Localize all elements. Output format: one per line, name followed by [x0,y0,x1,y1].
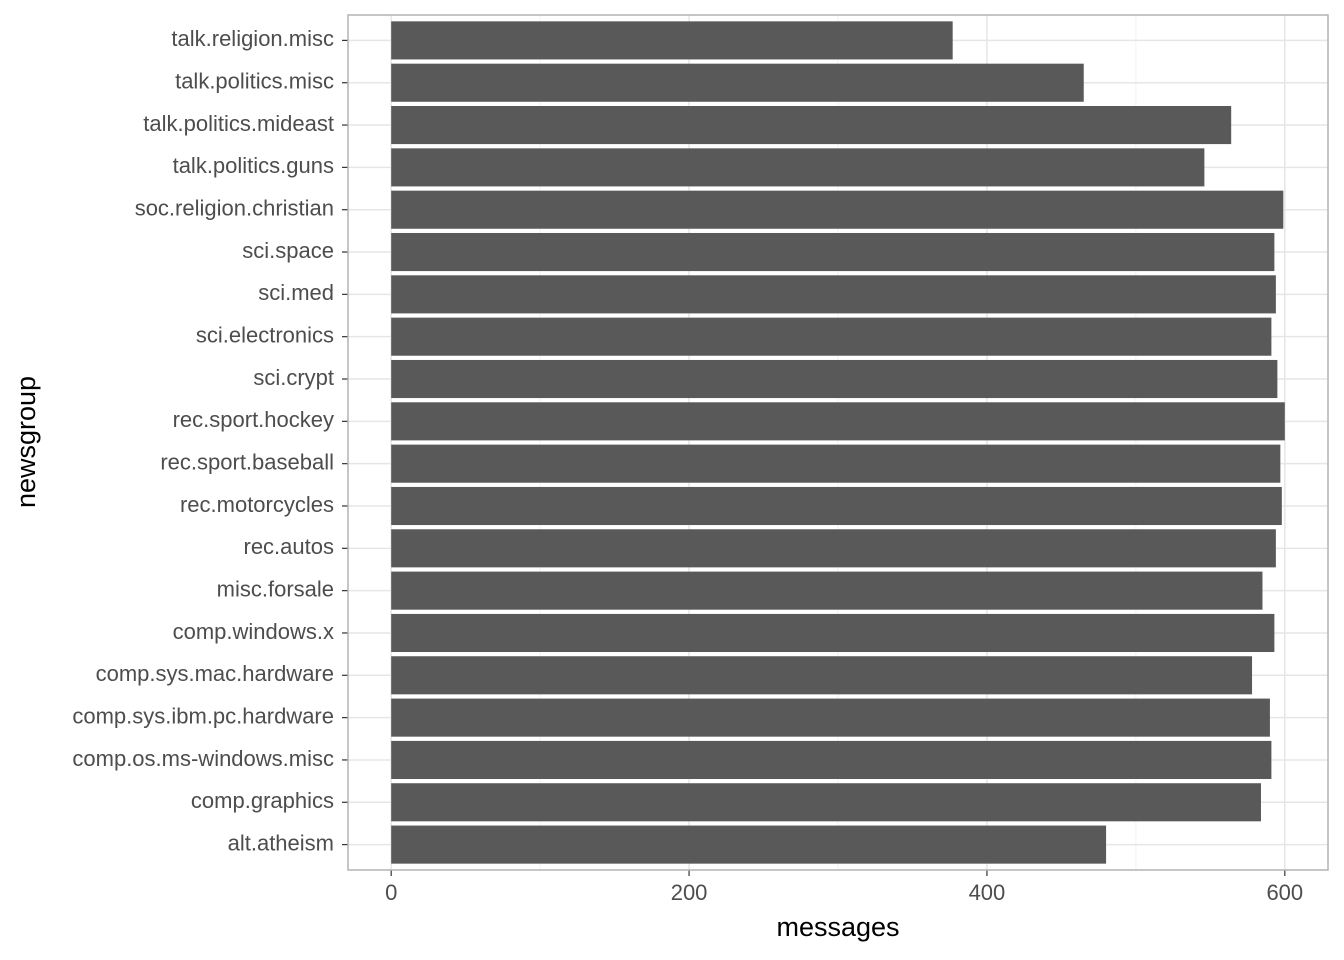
y-tick-label: rec.sport.hockey [173,407,334,432]
bar [391,317,1272,356]
y-tick-label: sci.crypt [253,365,334,390]
bar [391,106,1232,145]
bar [391,359,1278,399]
bar [391,232,1275,272]
x-tick-label: 600 [1266,880,1303,905]
y-tick-label: comp.graphics [191,788,334,813]
bar [391,190,1284,229]
panel-border [347,14,1329,871]
y-tick-label: comp.sys.ibm.pc.hardware [72,703,334,728]
y-tick-label: rec.sport.baseball [160,449,334,474]
bar [391,486,1282,526]
bar [391,698,1270,737]
y-tick-label: sci.med [258,280,334,305]
y-tick-label: talk.politics.misc [175,69,334,94]
bar [391,740,1272,779]
bar [391,402,1285,441]
y-tick-label: comp.os.ms-windows.misc [72,746,334,771]
bar [391,21,953,60]
y-tick-label: misc.forsale [217,576,334,601]
y-tick-label: rec.motorcycles [180,492,334,517]
y-tick-label: comp.sys.mac.hardware [96,661,334,686]
y-tick-label: rec.autos [244,534,335,559]
x-tick-label: 400 [969,880,1006,905]
y-tick-label: sci.space [242,238,334,263]
bar [391,656,1253,695]
bar [391,148,1205,187]
bar [391,529,1276,568]
x-tick-label: 200 [671,880,708,905]
x-tick-label: 0 [385,880,397,905]
bar [391,613,1275,653]
y-tick-label: comp.windows.x [173,619,334,644]
bar [391,275,1276,314]
bar [391,63,1084,102]
y-tick-label: talk.politics.mideast [143,111,334,136]
bar [391,571,1263,610]
y-tick-label: talk.religion.misc [171,26,334,51]
bar [391,783,1261,822]
y-tick-label: sci.electronics [196,322,334,347]
x-axis-title: messages [776,912,899,942]
bar [391,444,1281,483]
y-tick-label: soc.religion.christian [135,196,334,221]
y-tick-label: alt.atheism [228,830,334,855]
y-tick-label: talk.politics.guns [173,153,334,178]
bar [391,825,1107,864]
y-axis-title: newsgroup [11,376,41,508]
